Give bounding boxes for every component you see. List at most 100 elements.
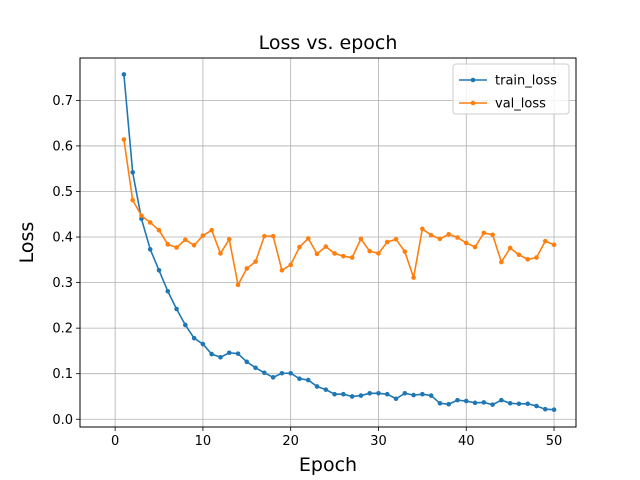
data-point bbox=[349, 255, 355, 260]
data-point bbox=[147, 247, 153, 252]
data-point bbox=[428, 393, 434, 398]
x-tick-label: 10 bbox=[195, 434, 212, 449]
data-point bbox=[341, 253, 346, 259]
data-point bbox=[455, 235, 460, 240]
data-point bbox=[481, 230, 487, 236]
data-point bbox=[270, 375, 276, 380]
data-point bbox=[139, 213, 144, 218]
data-point bbox=[191, 335, 197, 341]
data-point bbox=[297, 376, 302, 382]
data-point bbox=[305, 377, 311, 383]
data-point bbox=[446, 401, 452, 407]
data-point bbox=[156, 267, 162, 273]
data-point bbox=[332, 251, 337, 256]
ticks: 0 10 20 30 40 50 0.0 0.1 0.2 0.3 0.4 0.5 0.6 0.7 bbox=[52, 94, 562, 449]
data-point bbox=[437, 236, 443, 242]
data-point bbox=[297, 244, 302, 250]
chart-title: Loss vs. epoch bbox=[259, 32, 398, 54]
series-layer bbox=[121, 72, 557, 412]
data-point bbox=[455, 397, 460, 403]
data-point bbox=[165, 288, 171, 294]
x-tick-label: 20 bbox=[282, 434, 299, 449]
data-point bbox=[174, 245, 179, 250]
data-point bbox=[130, 197, 135, 203]
plot-frame bbox=[79, 57, 577, 428]
y-tick-label: 0.0 bbox=[52, 413, 73, 428]
data-point bbox=[226, 237, 232, 242]
legend-label: val_loss bbox=[495, 97, 546, 112]
y-tick-label: 0.1 bbox=[52, 367, 73, 382]
data-point bbox=[244, 266, 250, 271]
data-point bbox=[253, 365, 258, 371]
data-point bbox=[516, 401, 522, 407]
data-point bbox=[156, 227, 162, 233]
data-point bbox=[402, 249, 408, 254]
data-point bbox=[262, 370, 267, 376]
data-point bbox=[551, 407, 557, 412]
data-point bbox=[384, 391, 390, 397]
y-tick-label: 0.5 bbox=[52, 185, 73, 200]
data-point bbox=[542, 238, 548, 244]
data-point bbox=[420, 226, 425, 232]
y-tick-label: 0.6 bbox=[52, 139, 73, 154]
data-point bbox=[235, 282, 241, 288]
data-point bbox=[490, 402, 495, 407]
legend-item: val_loss bbox=[459, 97, 546, 112]
data-point bbox=[463, 240, 469, 246]
data-point bbox=[323, 387, 329, 392]
data-point bbox=[226, 350, 232, 356]
data-point bbox=[525, 257, 531, 262]
data-point bbox=[244, 359, 250, 365]
data-point bbox=[209, 351, 214, 357]
data-point bbox=[121, 137, 127, 142]
data-point bbox=[446, 232, 452, 237]
data-point bbox=[534, 403, 539, 409]
data-point bbox=[341, 391, 346, 397]
data-point bbox=[420, 391, 425, 397]
data-point bbox=[437, 401, 443, 406]
data-point bbox=[270, 233, 276, 239]
data-point bbox=[393, 396, 399, 402]
y-tick-label: 0.4 bbox=[52, 231, 73, 246]
data-point bbox=[542, 406, 548, 412]
data-point bbox=[472, 244, 478, 250]
data-point bbox=[191, 242, 197, 248]
data-point bbox=[253, 259, 258, 264]
data-point bbox=[174, 306, 179, 312]
data-point bbox=[218, 251, 223, 256]
legend-label: train_loss bbox=[495, 74, 557, 89]
y-tick-label: 0.2 bbox=[52, 322, 73, 337]
data-point bbox=[551, 242, 557, 248]
data-point bbox=[472, 400, 478, 406]
data-point bbox=[376, 390, 381, 396]
data-point bbox=[507, 401, 513, 406]
data-point bbox=[376, 251, 381, 256]
data-point bbox=[314, 384, 320, 389]
data-point bbox=[147, 220, 153, 225]
y-tick-label: 0.3 bbox=[52, 276, 73, 291]
data-point bbox=[358, 236, 364, 242]
data-point bbox=[402, 390, 408, 396]
data-point bbox=[121, 72, 127, 77]
data-point bbox=[323, 244, 329, 249]
data-point bbox=[481, 400, 487, 405]
data-point bbox=[384, 239, 390, 245]
x-tick-label: 0 bbox=[111, 434, 119, 449]
legend-swatch-marker bbox=[470, 100, 476, 106]
series-val-loss bbox=[121, 137, 557, 288]
data-point bbox=[218, 355, 223, 360]
data-point bbox=[305, 236, 311, 241]
data-point bbox=[279, 370, 285, 376]
data-point bbox=[279, 267, 285, 273]
data-point bbox=[314, 251, 320, 257]
legend-box bbox=[452, 63, 570, 115]
data-point bbox=[130, 170, 135, 175]
data-point bbox=[288, 370, 293, 376]
legend-swatch-marker bbox=[470, 77, 476, 83]
data-point bbox=[235, 351, 241, 356]
data-point bbox=[490, 232, 495, 238]
x-tick-label: 50 bbox=[546, 434, 563, 449]
series-train-loss bbox=[121, 72, 557, 412]
data-point bbox=[200, 233, 206, 238]
